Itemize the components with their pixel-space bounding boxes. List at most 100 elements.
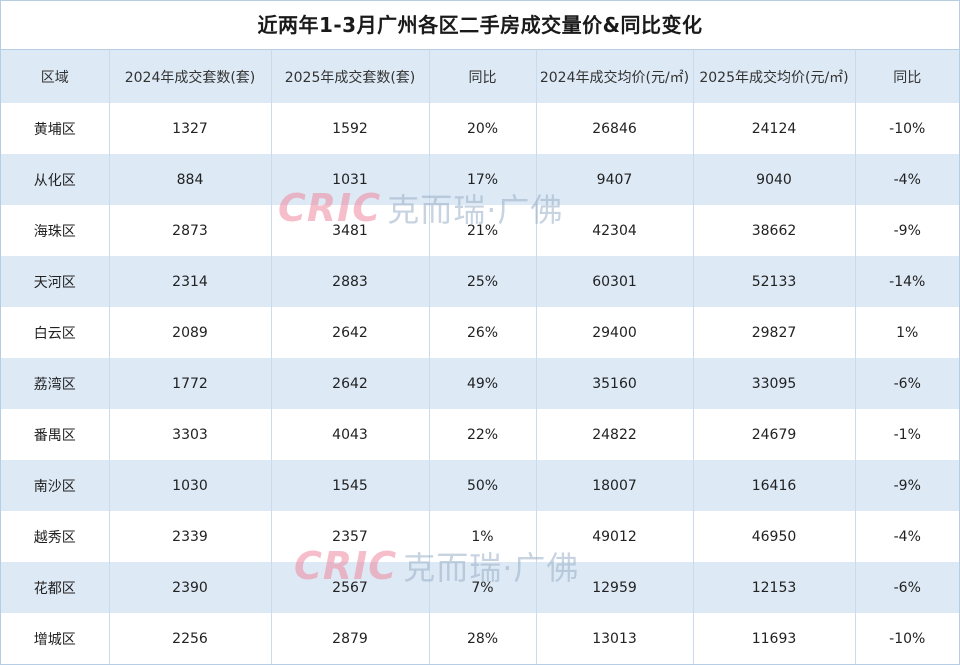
cell-district: 越秀区 — [33, 529, 76, 546]
cell-district: 白云区 — [33, 325, 76, 342]
table-row: 增城区 2256 2879 28% 13013 11693 -10% — [1, 613, 959, 664]
cell-units-2025: 2883 — [270, 256, 429, 307]
cell-price-2024: 35160 — [535, 358, 693, 409]
cell-price-2025: 24124 — [692, 103, 855, 154]
cell-district: 黄埔区 — [33, 121, 76, 138]
cell-price-2024: 13013 — [535, 613, 693, 664]
cell-price-yoy: -10% — [854, 613, 959, 664]
cell-price-2025: 16416 — [692, 460, 855, 511]
table-body: 黄埔区 1327 1592 20% 26846 24124 -10% 从化区 884 1031 17… — [1, 103, 959, 664]
cell-price-2024: 24822 — [535, 409, 693, 460]
cell-units-2024: 2256 — [108, 613, 271, 664]
cell-price-yoy: -6% — [854, 358, 959, 409]
cell-units-2024: 3303 — [108, 409, 271, 460]
cell-price-2024: 49012 — [535, 511, 693, 562]
cell-units-yoy: 50% — [428, 460, 536, 511]
cell-units-yoy: 25% — [428, 256, 536, 307]
table-row: 番禺区 3303 4043 22% 24822 24679 -1% — [1, 409, 959, 460]
cell-price-2025: 38662 — [692, 205, 855, 256]
cell-units-2024: 2390 — [108, 562, 271, 613]
cell-price-2025: 12153 — [692, 562, 855, 613]
cell-units-2024: 1030 — [108, 460, 271, 511]
table-row: 荔湾区 1772 2642 49% 35160 33095 -6% — [1, 358, 959, 409]
cell-units-2025: 2642 — [270, 307, 429, 358]
cell-district: 南沙区 — [33, 478, 76, 495]
table-header-row: 区域 2024年成交套数(套) 2025年成交套数(套) 同比 2024年成交均… — [1, 50, 959, 103]
cell-price-2025: 9040 — [692, 154, 855, 205]
cell-units-yoy: 28% — [428, 613, 536, 664]
cell-units-2024: 2339 — [108, 511, 271, 562]
header-price-2025: 2025年成交均价(元/㎡) — [692, 50, 855, 103]
cell-price-yoy: -4% — [854, 154, 959, 205]
table-row: 南沙区 1030 1545 50% 18007 16416 -9% — [1, 460, 959, 511]
table-row: 天河区 2314 2883 25% 60301 52133 -14% — [1, 256, 959, 307]
cell-units-yoy: 17% — [428, 154, 536, 205]
cell-district: 海珠区 — [33, 223, 76, 240]
cell-district: 从化区 — [33, 172, 76, 189]
cell-price-yoy: -1% — [854, 409, 959, 460]
table-row: 海珠区 2873 3481 21% 42304 38662 -9% — [1, 205, 959, 256]
header-units-yoy: 同比 — [428, 50, 536, 103]
cell-price-2025: 33095 — [692, 358, 855, 409]
cell-units-yoy: 20% — [428, 103, 536, 154]
cell-units-2024: 1772 — [108, 358, 271, 409]
cell-price-yoy: -14% — [854, 256, 959, 307]
table-row: 越秀区 2339 2357 1% 49012 46950 -4% — [1, 511, 959, 562]
cell-price-yoy: -4% — [854, 511, 959, 562]
cell-price-2025: 52133 — [692, 256, 855, 307]
cell-units-2024: 2089 — [108, 307, 271, 358]
cell-units-2024: 2314 — [108, 256, 271, 307]
cell-price-yoy: -10% — [854, 103, 959, 154]
header-price-2024: 2024年成交均价(元/㎡) — [535, 50, 693, 103]
cell-units-2025: 2642 — [270, 358, 429, 409]
cell-units-2024: 2873 — [108, 205, 271, 256]
cell-units-2025: 1592 — [270, 103, 429, 154]
cell-price-2024: 60301 — [535, 256, 693, 307]
cell-units-2025: 3481 — [270, 205, 429, 256]
data-table: 区域 2024年成交套数(套) 2025年成交套数(套) 同比 2024年成交均… — [1, 50, 959, 664]
cell-district: 天河区 — [33, 274, 76, 291]
cell-price-yoy: -9% — [854, 205, 959, 256]
cell-units-yoy: 49% — [428, 358, 536, 409]
cell-district: 花都区 — [33, 580, 76, 597]
table-row: 从化区 884 1031 17% 9407 9040 -4% — [1, 154, 959, 205]
cell-units-yoy: 1% — [428, 511, 536, 562]
cell-units-2025: 2567 — [270, 562, 429, 613]
cell-price-2025: 46950 — [692, 511, 855, 562]
cell-price-2025: 24679 — [692, 409, 855, 460]
cell-price-2024: 9407 — [535, 154, 693, 205]
cell-units-2025: 2879 — [270, 613, 429, 664]
cell-units-yoy: 21% — [428, 205, 536, 256]
cell-units-2024: 1327 — [108, 103, 271, 154]
cell-price-yoy: -9% — [854, 460, 959, 511]
cell-price-yoy: -6% — [854, 562, 959, 613]
cell-units-2025: 2357 — [270, 511, 429, 562]
header-units-2025: 2025年成交套数(套) — [270, 50, 429, 103]
header-units-2024: 2024年成交套数(套) — [108, 50, 271, 103]
cell-price-2025: 29827 — [692, 307, 855, 358]
cell-units-2024: 884 — [108, 154, 271, 205]
header-price-yoy: 同比 — [854, 50, 959, 103]
table-row: 黄埔区 1327 1592 20% 26846 24124 -10% — [1, 103, 959, 154]
cell-units-2025: 1031 — [270, 154, 429, 205]
cell-district: 番禺区 — [33, 427, 76, 444]
cell-units-2025: 1545 — [270, 460, 429, 511]
cell-price-2024: 26846 — [535, 103, 693, 154]
table-row: 白云区 2089 2642 26% 29400 29827 1% — [1, 307, 959, 358]
cell-price-2025: 11693 — [692, 613, 855, 664]
cell-price-2024: 12959 — [535, 562, 693, 613]
table-row: 花都区 2390 2567 7% 12959 12153 -6% — [1, 562, 959, 613]
cell-district: 荔湾区 — [33, 376, 76, 393]
cell-district: 增城区 — [33, 631, 76, 648]
cell-price-2024: 42304 — [535, 205, 693, 256]
cell-units-yoy: 26% — [428, 307, 536, 358]
cell-units-yoy: 7% — [428, 562, 536, 613]
cell-price-yoy: 1% — [854, 307, 959, 358]
cell-price-2024: 29400 — [535, 307, 693, 358]
page-title: 近两年1-3月广州各区二手房成交量价&同比变化 — [1, 1, 959, 50]
header-district: 区域 — [40, 69, 69, 86]
cell-units-2025: 4043 — [270, 409, 429, 460]
cell-units-yoy: 22% — [428, 409, 536, 460]
cell-price-2024: 18007 — [535, 460, 693, 511]
